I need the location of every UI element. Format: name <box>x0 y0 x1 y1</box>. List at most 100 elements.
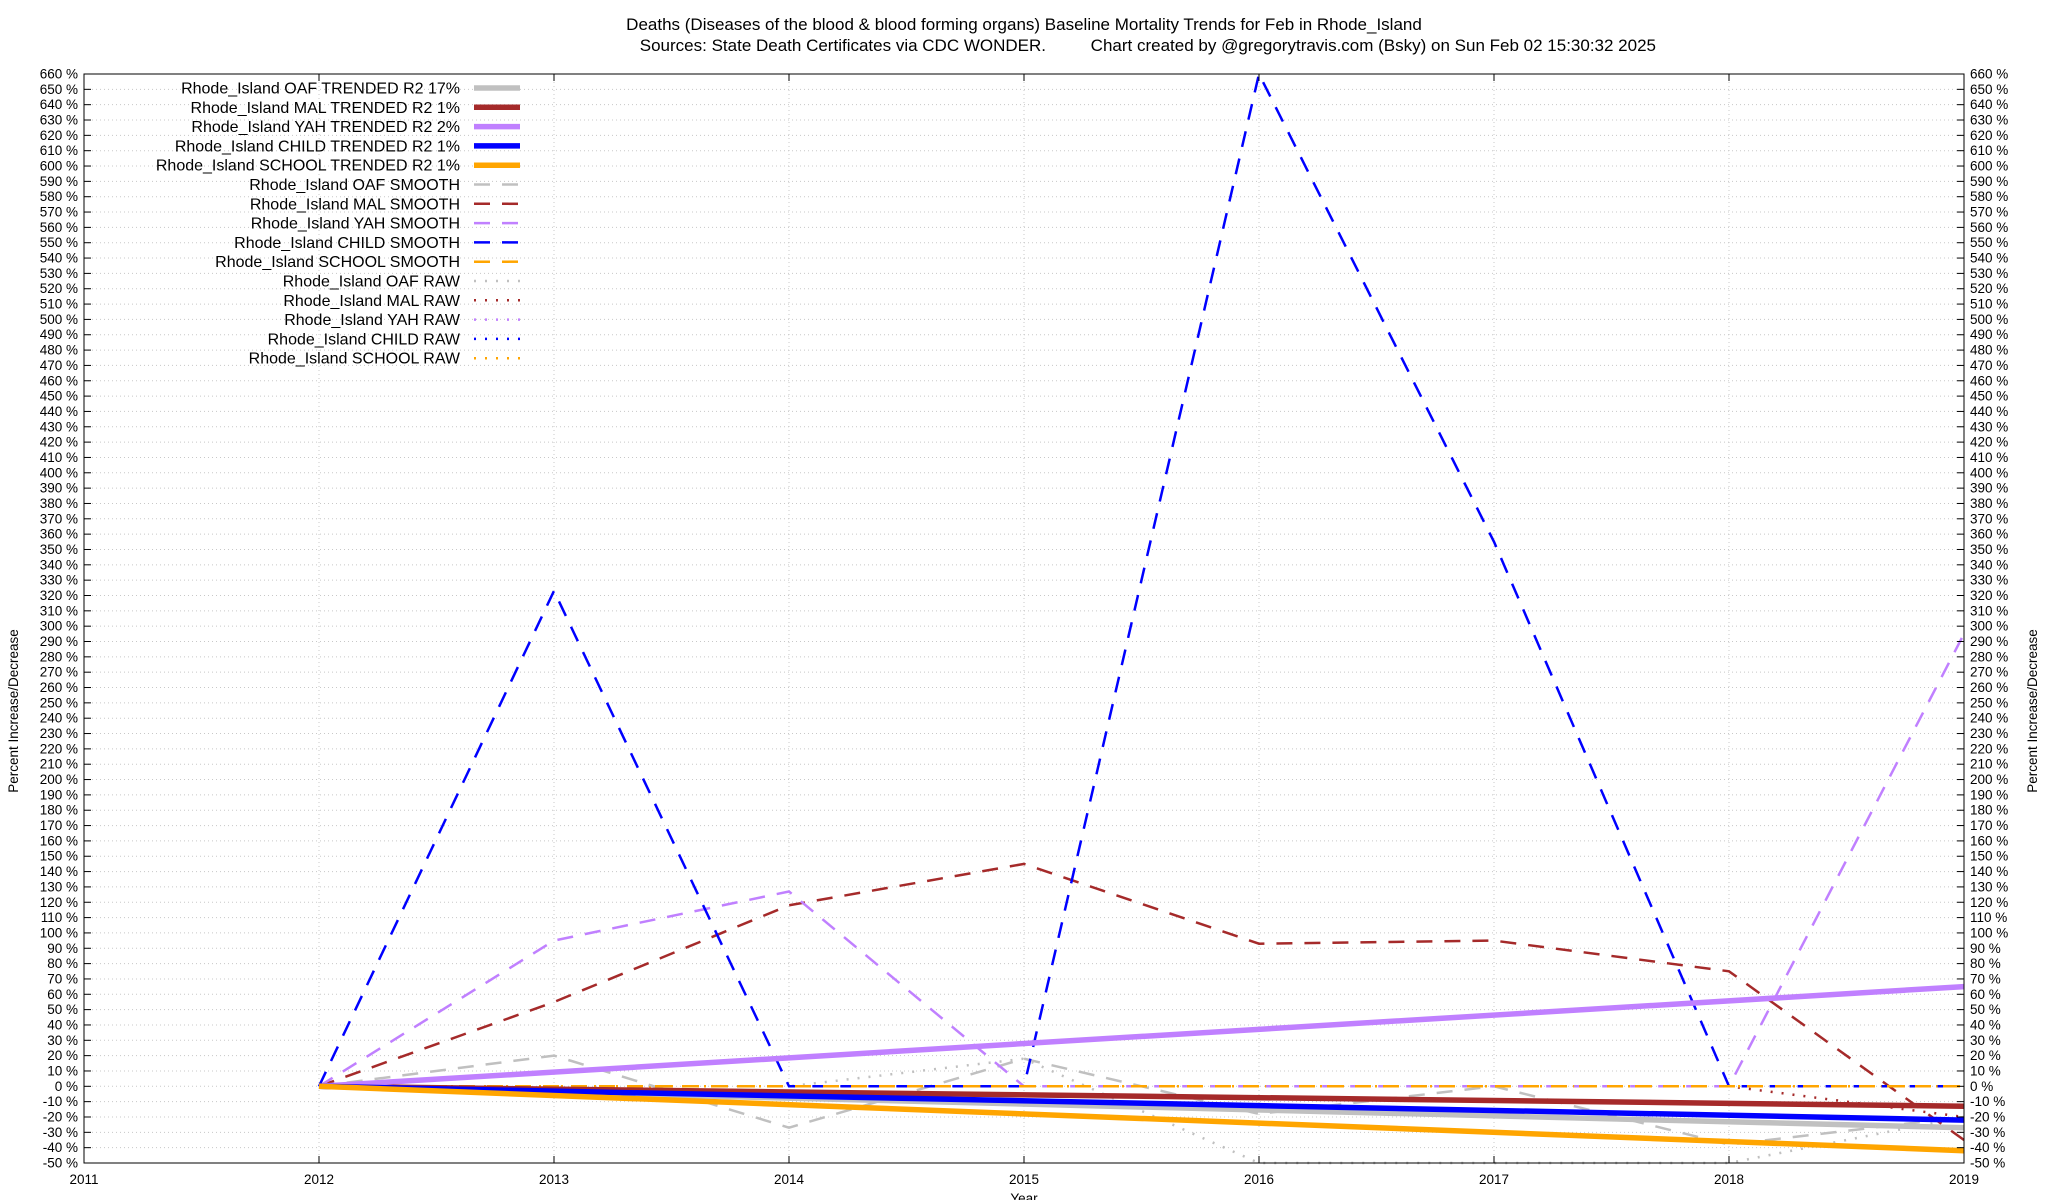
y-tick-label-left: 430 % <box>40 419 78 434</box>
y-tick-label-right: 630 % <box>1970 113 2008 128</box>
y-tick-label-right: 440 % <box>1970 404 2008 419</box>
tick-layer: -50 % -50 %-40 % -40 %-30 % -30 %-20 % -20 %… <box>40 67 2009 1188</box>
y-tick-label-right: 80 % <box>1970 956 2001 971</box>
y-tick-label-right: -50 % <box>1970 1156 2005 1171</box>
y-tick-label-right: 280 % <box>1970 649 2008 664</box>
y-tick-label-left: 90 % <box>47 941 78 956</box>
legend-label-6: Rhode_Island MAL SMOOTH <box>250 196 460 213</box>
y-tick-label-left: 240 % <box>40 711 78 726</box>
y-tick-label-right: 610 % <box>1970 143 2008 158</box>
y-tick-label-right: 40 % <box>1970 1017 2001 1032</box>
y-tick-label-right: 130 % <box>1970 879 2008 894</box>
y-tick-label-left: -20 % <box>43 1109 78 1124</box>
y-tick-label-right: 240 % <box>1970 711 2008 726</box>
legend-label-11: Rhode_Island MAL RAW <box>283 293 461 310</box>
y-tick-label-left: 140 % <box>40 864 78 879</box>
y-tick-label-left: 270 % <box>40 665 78 680</box>
series-line-4 <box>318 1083 1965 1154</box>
y-tick-label-left: 190 % <box>40 787 78 802</box>
y-tick-label-left: 610 % <box>40 143 78 158</box>
y-tick-label-right: 170 % <box>1970 818 2008 833</box>
y-tick-label-right: 400 % <box>1970 465 2008 480</box>
y-tick-label-right: 540 % <box>1970 251 2008 266</box>
y-tick-label-left: -40 % <box>43 1140 78 1155</box>
y-tick-label-left: 350 % <box>40 542 78 557</box>
x-tick-label: 2019 <box>1949 1172 1979 1187</box>
x-tick-label: 2015 <box>1009 1172 1039 1187</box>
y-tick-label-left: 500 % <box>40 312 78 327</box>
y-tick-label-right: 270 % <box>1970 665 2008 680</box>
legend-label-0: Rhode_Island OAF TRENDED R2 17% <box>181 81 460 98</box>
y-tick-label-right: 290 % <box>1970 634 2008 649</box>
y-tick-label-left: 550 % <box>40 235 78 250</box>
y-tick-label-right: -20 % <box>1970 1109 2005 1124</box>
chart-credit-text: Chart created by @gregorytravis.com (Bsk… <box>1091 36 1656 55</box>
y-tick-label-left: 10 % <box>47 1063 78 1078</box>
y-tick-label-right: 390 % <box>1970 481 2008 496</box>
y-tick-label-right: 180 % <box>1970 803 2008 818</box>
y-tick-label-right: 150 % <box>1970 849 2008 864</box>
y-tick-label-right: 340 % <box>1970 557 2008 572</box>
x-tick-label: 2017 <box>1479 1172 1509 1187</box>
chart-source-text: Sources: State Death Certificates via CD… <box>640 36 1046 55</box>
y-tick-label-right: 380 % <box>1970 496 2008 511</box>
y-tick-label-right: 260 % <box>1970 680 2008 695</box>
series-line-6 <box>318 862 1965 1142</box>
y-tick-label-left: 0 % <box>55 1079 78 1094</box>
y-tick-label-left: 150 % <box>40 849 78 864</box>
y-tick-label-left: 630 % <box>40 113 78 128</box>
y-tick-label-right: 110 % <box>1970 910 2007 925</box>
legend-label-12: Rhode_Island YAH RAW <box>284 312 461 329</box>
y-tick-label-right: 300 % <box>1970 619 2008 634</box>
y-tick-label-right: 250 % <box>1970 695 2008 710</box>
y-tick-label-right: -10 % <box>1970 1094 2005 1109</box>
y-tick-label-left: -10 % <box>43 1094 78 1109</box>
y-tick-label-right: 30 % <box>1970 1033 2001 1048</box>
y-tick-label-right: 510 % <box>1970 297 2008 312</box>
y-tick-label-right: 350 % <box>1970 542 2008 557</box>
y-tick-label-right: 140 % <box>1970 864 2008 879</box>
y-tick-label-left: 100 % <box>40 925 78 940</box>
y-tick-label-right: 430 % <box>1970 419 2008 434</box>
y-tick-label-left: 620 % <box>40 128 78 143</box>
y-tick-label-left: 60 % <box>47 987 78 1002</box>
y-tick-label-left: 80 % <box>47 956 78 971</box>
y-tick-label-left: 560 % <box>40 220 78 235</box>
y-tick-label-left: 170 % <box>40 818 78 833</box>
y-tick-label-left: 180 % <box>40 803 78 818</box>
series-line-3 <box>318 1083 1965 1123</box>
y-tick-label-right: 460 % <box>1970 373 2008 388</box>
y-tick-label-right: 500 % <box>1970 312 2008 327</box>
y-tick-label-left: 590 % <box>40 174 78 189</box>
y-tick-label-left: 640 % <box>40 97 78 112</box>
series-line-10 <box>319 1057 1965 1165</box>
y-tick-label-right: 560 % <box>1970 220 2008 235</box>
y-tick-label-right: 650 % <box>1970 82 2008 97</box>
y-tick-label-right: 410 % <box>1970 450 2008 465</box>
y-tick-label-right: 550 % <box>1970 235 2008 250</box>
y-tick-label-right: 490 % <box>1970 327 2008 342</box>
y-tick-label-right: 360 % <box>1970 527 2008 542</box>
x-axis-label: Year <box>1010 1191 1038 1200</box>
x-tick-label: 2011 <box>69 1172 98 1187</box>
y-tick-label-left: 120 % <box>40 895 78 910</box>
y-tick-label-left: 310 % <box>40 603 78 618</box>
x-tick-label: 2013 <box>539 1172 569 1187</box>
y-tick-label-right: 660 % <box>1970 67 2008 82</box>
y-tick-label-left: 480 % <box>40 343 78 358</box>
y-tick-label-right: 370 % <box>1970 511 2008 526</box>
y-tick-label-right: 160 % <box>1970 833 2008 848</box>
y-tick-label-right: -30 % <box>1970 1125 2005 1140</box>
y-tick-label-right: 520 % <box>1970 281 2008 296</box>
x-tick-label: 2018 <box>1714 1172 1744 1187</box>
y-tick-label-left: 450 % <box>40 389 78 404</box>
y-tick-label-right: 230 % <box>1970 726 2008 741</box>
y-tick-label-left: 160 % <box>40 833 78 848</box>
y-tick-label-right: 200 % <box>1970 772 2008 787</box>
legend-label-5: Rhode_Island OAF SMOOTH <box>249 177 460 194</box>
y-tick-label-left: 650 % <box>40 82 78 97</box>
y-tick-label-left: 110 % <box>41 910 78 925</box>
y-tick-label-right: 20 % <box>1970 1048 2001 1063</box>
y-tick-label-left: 300 % <box>40 619 78 634</box>
x-tick-label: 2014 <box>774 1172 805 1187</box>
